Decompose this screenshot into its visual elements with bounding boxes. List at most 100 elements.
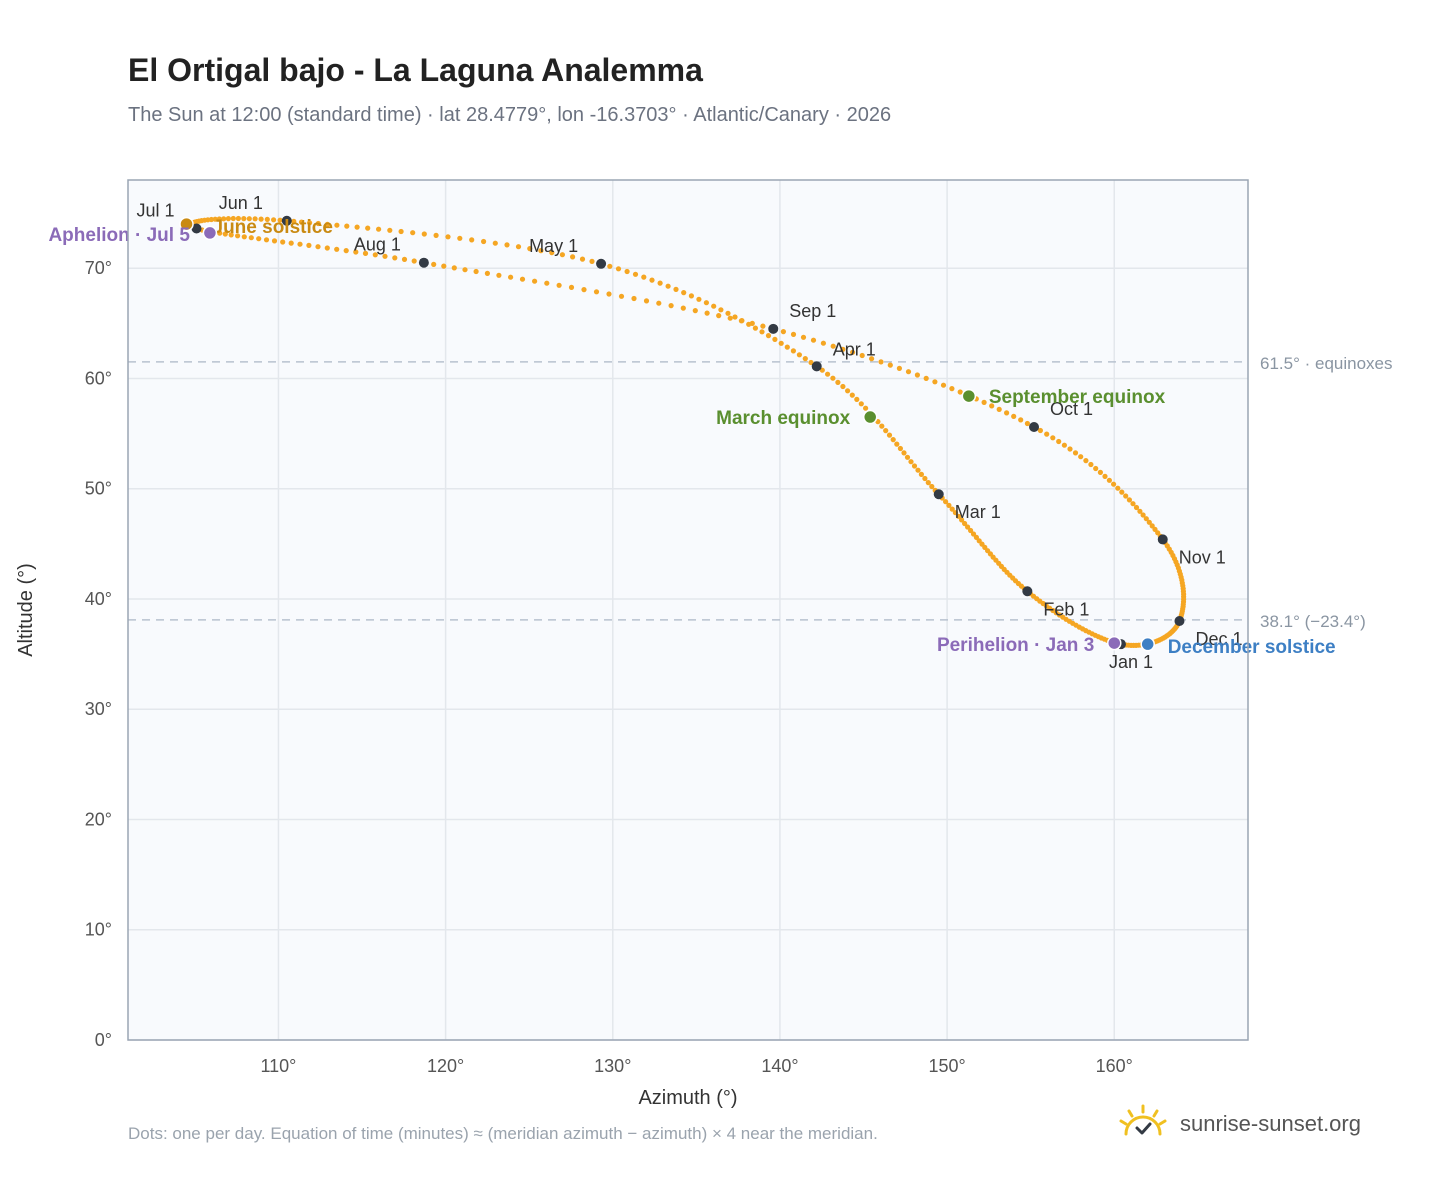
- daily-sun-position: [221, 216, 227, 222]
- y-tick-label: 20°: [85, 809, 112, 829]
- daily-sun-position: [1146, 519, 1152, 525]
- daily-sun-position: [810, 337, 817, 343]
- daily-sun-position: [915, 467, 921, 473]
- daily-sun-position: [607, 263, 613, 269]
- daily-sun-position: [649, 277, 655, 283]
- daily-sun-position: [376, 226, 382, 232]
- month-label: Nov 1: [1179, 547, 1226, 567]
- daily-sun-position: [911, 463, 918, 469]
- daily-sun-position: [704, 310, 710, 316]
- daily-sun-position: [887, 362, 893, 368]
- plot-area: [128, 180, 1248, 1040]
- daily-sun-position: [946, 502, 952, 508]
- daily-sun-position: [830, 375, 836, 381]
- month-label: Oct 1: [1050, 399, 1093, 419]
- daily-sun-position: [858, 401, 864, 407]
- daily-sun-position: [680, 305, 686, 311]
- daily-sun-position: [544, 280, 550, 286]
- daily-sun-position: [382, 253, 388, 259]
- daily-sun-position: [732, 314, 738, 320]
- daily-sun-position: [556, 282, 562, 288]
- brand-link[interactable]: sunrise-sunset.org: [1118, 1102, 1361, 1146]
- daily-sun-position: [749, 320, 755, 326]
- daily-sun-position: [780, 329, 787, 335]
- daily-sun-position: [1011, 413, 1017, 419]
- daily-sun-position: [896, 365, 903, 371]
- x-tick-label: 160°: [1096, 1056, 1133, 1076]
- daily-sun-position: [1093, 465, 1099, 472]
- month-label: Aug 1: [354, 235, 401, 255]
- daily-sun-position: [981, 399, 987, 405]
- daily-sun-position: [957, 389, 963, 395]
- daily-sun-position: [859, 352, 865, 359]
- daily-sun-position: [890, 437, 896, 443]
- daily-sun-position: [996, 406, 1002, 412]
- daily-sun-position: [241, 216, 247, 222]
- daily-sun-position: [894, 441, 900, 447]
- y-tick-label: 70°: [85, 258, 112, 278]
- daily-sun-position: [410, 230, 416, 236]
- daily-sun-position: [225, 216, 231, 222]
- daily-sun-position: [559, 252, 566, 258]
- daily-sun-position: [481, 238, 487, 245]
- daily-sun-position: [258, 216, 264, 222]
- month-marker: [1157, 534, 1168, 545]
- daily-sun-position: [835, 379, 841, 385]
- daily-sun-position: [334, 222, 340, 228]
- daily-sun-position: [772, 336, 778, 342]
- daily-sun-position: [469, 237, 475, 243]
- daily-sun-position: [496, 272, 502, 278]
- daily-sun-position: [949, 506, 955, 512]
- daily-sun-position: [271, 238, 278, 244]
- daily-sun-position: [451, 265, 457, 271]
- daily-sun-position: [904, 454, 911, 460]
- daily-sun-position: [790, 348, 797, 354]
- daily-sun-position: [298, 219, 305, 225]
- month-marker: [933, 489, 944, 500]
- event-label: Perihelion · Jan 3: [937, 635, 1094, 656]
- daily-sun-position: [973, 534, 980, 541]
- month-marker: [811, 361, 822, 372]
- daily-sun-position: [256, 236, 262, 242]
- daily-sun-position: [532, 278, 538, 284]
- daily-sun-position: [784, 344, 790, 350]
- daily-sun-position: [212, 216, 218, 222]
- x-axis-label: Azimuth (°): [638, 1087, 737, 1109]
- daily-sun-position: [925, 480, 931, 486]
- daily-sun-position: [657, 280, 663, 286]
- daily-sun-position: [343, 248, 349, 254]
- reference-line-label: 61.5° · equinoxes: [1260, 354, 1393, 373]
- daily-sun-position: [1143, 516, 1149, 522]
- daily-sun-position: [830, 343, 836, 349]
- daily-sun-position: [392, 255, 398, 261]
- month-label: Jan 1: [1109, 652, 1153, 672]
- axis-ticks: 110° 120° 130° 140° 150° 160° 0° 10° 20° 30° 40° 50…: [85, 258, 1133, 1076]
- daily-sun-position: [421, 231, 427, 237]
- event-label: Aphelion · Jul 5: [48, 225, 190, 246]
- daily-sun-position: [492, 240, 498, 246]
- daily-sun-position: [1004, 410, 1010, 416]
- daily-sun-position: [508, 274, 514, 280]
- daily-sun-position: [624, 268, 630, 275]
- y-tick-label: 30°: [85, 699, 112, 719]
- daily-sun-position: [703, 300, 710, 306]
- daily-sun-position: [643, 298, 650, 304]
- daily-sun-position: [228, 232, 234, 238]
- daily-sun-position: [315, 220, 321, 227]
- daily-sun-position: [589, 258, 595, 264]
- event-marker: [202, 225, 218, 241]
- daily-sun-position: [970, 531, 977, 537]
- daily-sun-position: [923, 375, 929, 381]
- daily-sun-position: [631, 295, 637, 302]
- chart-subtitle: The Sun at 12:00 (standard time) · lat 2…: [128, 104, 892, 126]
- event-label: March equinox: [716, 408, 851, 429]
- daily-sun-position: [897, 445, 904, 452]
- event-markers: March equinox September equinox June solst…: [48, 216, 1336, 658]
- daily-sun-position: [825, 371, 831, 377]
- x-tick-label: 130°: [594, 1056, 631, 1076]
- x-tick-label: 110°: [260, 1056, 296, 1076]
- daily-sun-position: [288, 240, 294, 246]
- daily-sun-position: [940, 382, 947, 388]
- daily-sun-position: [581, 287, 587, 293]
